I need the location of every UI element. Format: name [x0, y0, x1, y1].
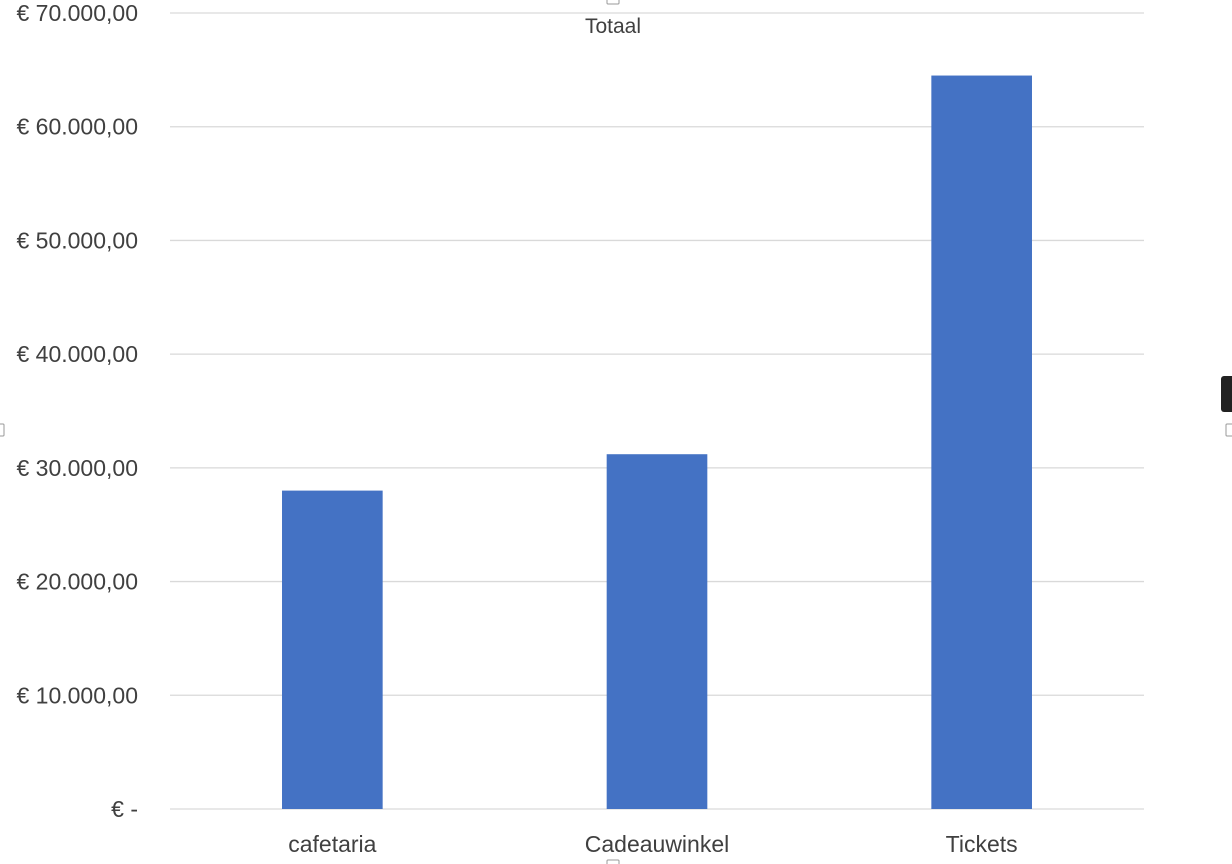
y-axis-tick-labels: € - € 10.000,00 € 20.000,00 € 30.000,00 € 40… [16, 0, 138, 822]
bar-cadeauwinkel[interactable] [606, 454, 708, 809]
selection-handle-bottom[interactable] [606, 859, 620, 864]
y-tick-label: € 70.000,00 [16, 0, 138, 26]
y-tick-label: € 50.000,00 [16, 227, 138, 253]
y-tick-label: € 60.000,00 [16, 114, 138, 140]
legend-entry-totaal: Totaal [585, 15, 641, 38]
x-axis-category-labels: cafetaria Cadeauwinkel Tickets [288, 831, 1017, 857]
x-category-label: Tickets [946, 831, 1018, 857]
y-tick-label: € 40.000,00 [16, 341, 138, 367]
x-category-label: cafetaria [288, 831, 376, 857]
bar-tickets[interactable] [931, 75, 1032, 810]
bar-cafetaria[interactable] [282, 490, 383, 809]
selection-handle-right[interactable] [1225, 423, 1232, 437]
x-category-label: Cadeauwinkel [585, 831, 729, 857]
y-tick-label: € 20.000,00 [16, 569, 138, 595]
y-tick-label: € 30.000,00 [16, 455, 138, 481]
selection-handle-left[interactable] [0, 423, 5, 437]
y-tick-label: € - [111, 796, 138, 822]
bars [282, 75, 1032, 810]
y-tick-label: € 10.000,00 [16, 682, 138, 708]
chart-side-button[interactable] [1221, 376, 1232, 412]
selection-handle-top[interactable] [606, 0, 620, 5]
